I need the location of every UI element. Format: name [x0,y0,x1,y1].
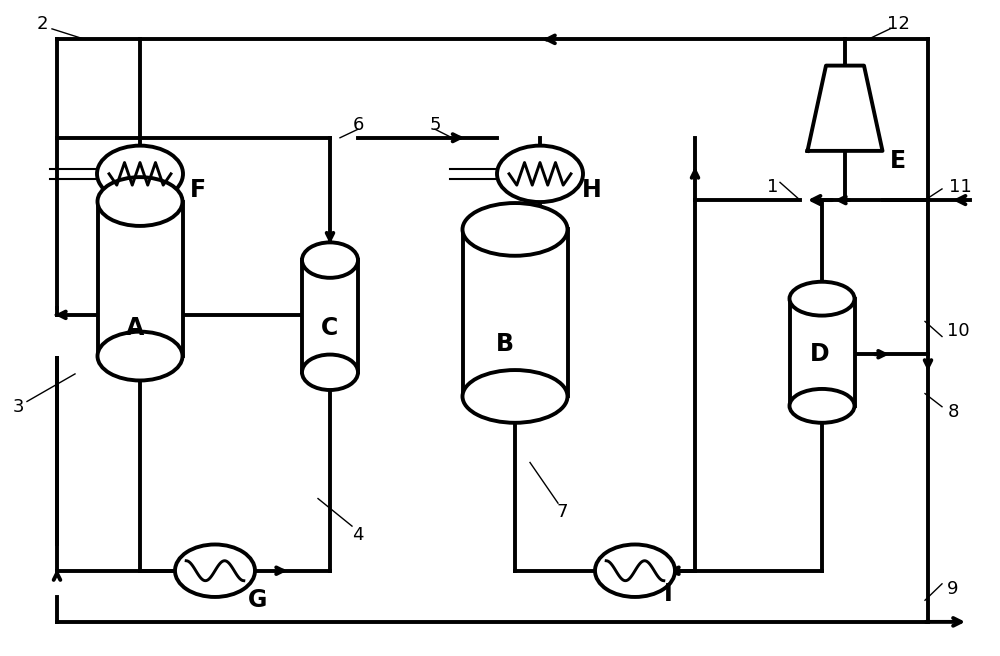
FancyBboxPatch shape [790,298,854,406]
FancyBboxPatch shape [462,230,568,396]
Text: 7: 7 [556,502,568,521]
Circle shape [97,146,183,202]
Text: 2: 2 [36,15,48,33]
Text: 3: 3 [12,398,24,416]
Ellipse shape [302,242,358,278]
Circle shape [497,146,583,202]
Text: I: I [664,582,672,605]
Text: A: A [126,316,144,340]
Ellipse shape [790,389,854,422]
Text: C: C [321,316,339,340]
Ellipse shape [98,332,182,380]
Ellipse shape [790,282,854,316]
Text: 5: 5 [429,115,441,134]
Text: D: D [810,342,830,366]
Text: G: G [248,588,268,612]
Text: 1: 1 [767,178,779,196]
FancyBboxPatch shape [302,260,358,372]
Text: F: F [190,178,206,202]
Text: 6: 6 [352,115,364,134]
Text: 4: 4 [352,525,364,544]
Text: E: E [890,149,906,173]
Text: 10: 10 [947,322,969,340]
Text: 11: 11 [949,178,971,196]
Ellipse shape [462,203,568,256]
Ellipse shape [462,370,568,422]
Circle shape [595,544,675,597]
Text: 12: 12 [887,15,909,33]
Ellipse shape [302,354,358,390]
Ellipse shape [98,177,182,226]
Text: B: B [496,333,514,356]
Text: H: H [582,178,602,202]
Text: 8: 8 [947,403,959,421]
Circle shape [175,544,255,597]
Polygon shape [808,66,883,151]
FancyBboxPatch shape [98,201,182,356]
Text: 9: 9 [947,580,959,598]
